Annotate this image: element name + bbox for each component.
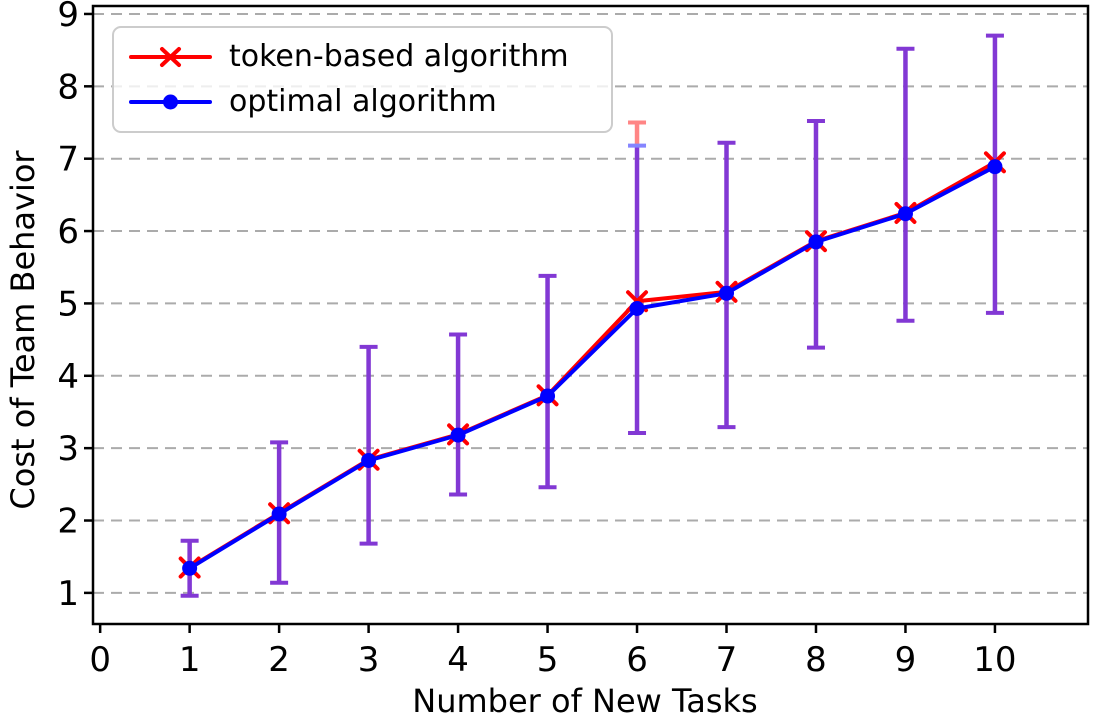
x-tick-label: 8 bbox=[805, 640, 827, 680]
legend-label-token-based: token-based algorithm bbox=[229, 38, 569, 74]
y-tick-label: 8 bbox=[57, 67, 79, 107]
error-bars bbox=[180, 33, 1004, 598]
legend-sample-optimal-line-dot-marker bbox=[129, 94, 212, 110]
x-tick-label: 10 bbox=[973, 640, 1016, 680]
series-lines bbox=[178, 151, 1006, 579]
circle-marker-icon bbox=[163, 94, 178, 110]
y-tick-label: 6 bbox=[57, 212, 79, 252]
legend-sample-token-line-x-marker bbox=[129, 46, 212, 67]
x-tick-label: 4 bbox=[447, 640, 469, 680]
y-axis-label: Cost of Team Behavior bbox=[4, 150, 42, 510]
x-axis-label: Number of New Tasks bbox=[412, 682, 757, 720]
x-tick-label: 9 bbox=[895, 640, 917, 680]
x-tick-label: 0 bbox=[89, 640, 111, 680]
x-tick-label: 6 bbox=[626, 640, 648, 680]
y-tick-label: 5 bbox=[57, 284, 79, 324]
legend-item-optimal: optimal algorithm bbox=[128, 80, 593, 126]
y-tick-label: 1 bbox=[57, 574, 79, 614]
y-tick-label: 7 bbox=[57, 140, 79, 180]
x-tick-label: 7 bbox=[716, 640, 738, 680]
legend: token-based algorithm optimal algorithm bbox=[112, 26, 613, 133]
y-tick-label: 2 bbox=[57, 502, 79, 542]
y-tick-label: 4 bbox=[57, 357, 79, 397]
x-tick-label: 1 bbox=[179, 640, 201, 680]
x-tick-label: 3 bbox=[358, 640, 380, 680]
y-tick-label: 9 bbox=[57, 0, 79, 35]
x-tick-label: 2 bbox=[268, 640, 290, 680]
legend-item-token-based: token-based algorithm bbox=[128, 34, 593, 80]
plot-frame bbox=[91, 4, 1090, 626]
gridlines bbox=[93, 12, 1088, 594]
legend-label-optimal: optimal algorithm bbox=[229, 84, 497, 120]
x-tick-label: 5 bbox=[537, 640, 559, 680]
y-tick-label: 3 bbox=[57, 429, 79, 469]
